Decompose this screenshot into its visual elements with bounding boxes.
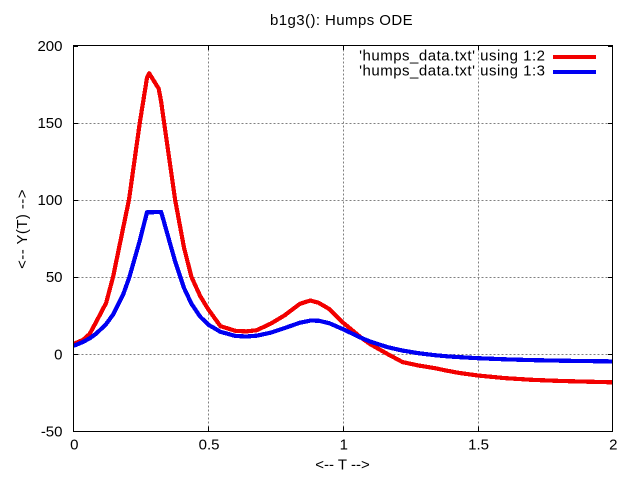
svg-text:b1g3(): Humps ODE: b1g3(): Humps ODE xyxy=(270,12,413,29)
svg-text:0: 0 xyxy=(70,437,78,454)
svg-text:<-- Y(T) -->: <-- Y(T) --> xyxy=(14,189,31,269)
svg-text:200: 200 xyxy=(37,38,62,55)
svg-text:100: 100 xyxy=(37,192,62,209)
svg-text:0.5: 0.5 xyxy=(199,437,220,454)
svg-text:150: 150 xyxy=(37,115,62,132)
svg-text:1.5: 1.5 xyxy=(468,437,489,454)
svg-text:0: 0 xyxy=(54,346,62,363)
svg-text:1: 1 xyxy=(340,437,348,454)
svg-text:2: 2 xyxy=(609,437,617,454)
svg-text:'humps_data.txt' using 1:2: 'humps_data.txt' using 1:2 xyxy=(359,48,545,65)
svg-text:-50: -50 xyxy=(41,423,63,440)
svg-text:50: 50 xyxy=(46,269,63,286)
svg-text:<-- T -->: <-- T --> xyxy=(315,457,370,474)
svg-text:'humps_data.txt' using 1:3: 'humps_data.txt' using 1:3 xyxy=(359,62,545,79)
